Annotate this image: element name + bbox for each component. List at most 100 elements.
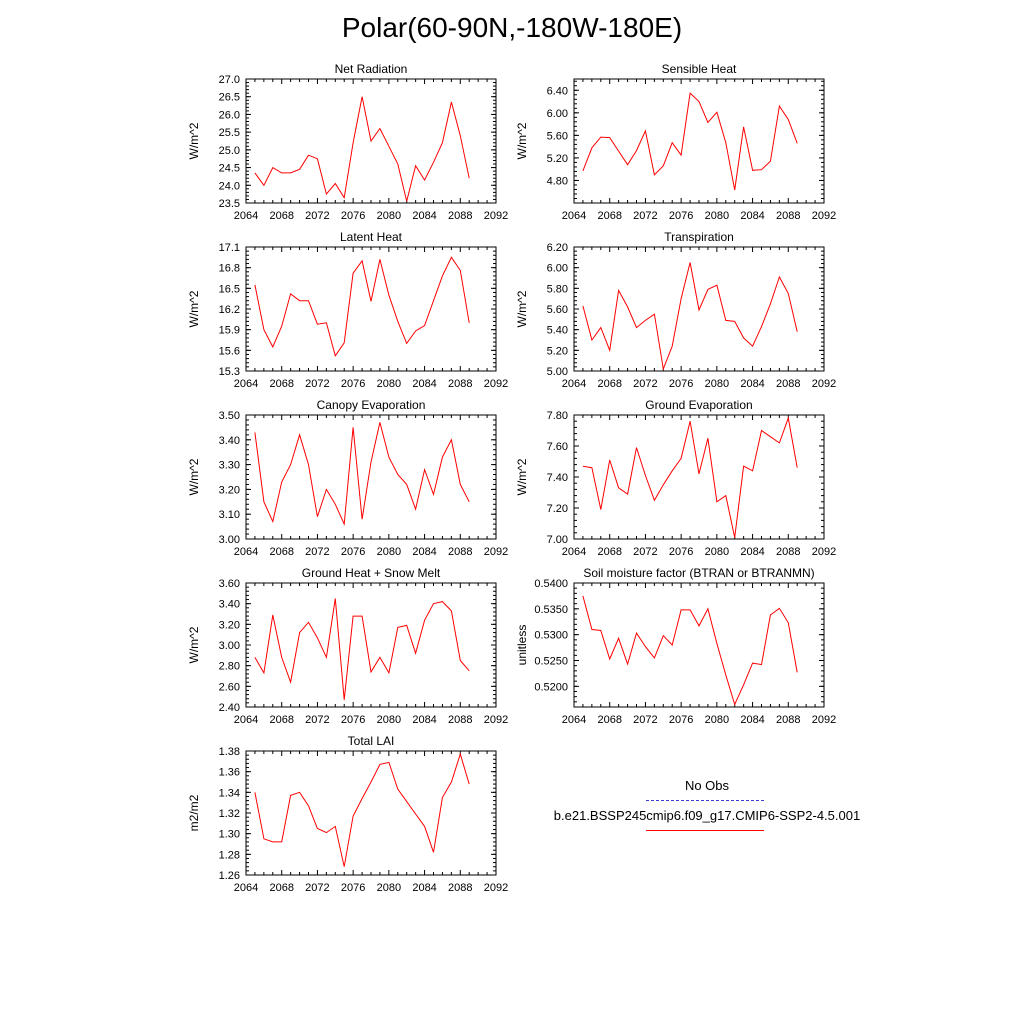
y-tick-label: 16.2 — [219, 304, 240, 316]
y-axis-label: W/m^2 — [515, 290, 529, 327]
y-tick-label: 3.20 — [219, 484, 240, 496]
x-tick-label: 2084 — [740, 714, 764, 726]
y-tick-label: 27.0 — [219, 74, 240, 86]
x-tick-label: 2064 — [234, 210, 258, 222]
y-tick-label: 23.5 — [219, 198, 240, 210]
x-tick-label: 2084 — [740, 378, 764, 390]
x-tick-label: 2084 — [412, 714, 436, 726]
x-tick-label: 2068 — [597, 546, 621, 558]
panel-title: Transpiration — [664, 230, 734, 244]
x-tick-label: 2068 — [269, 882, 293, 894]
panel-2: Sensible Heat W/m^2 2064 2068 2072 2076 2080 20… — [515, 62, 836, 222]
y-tick-label: 7.80 — [547, 410, 568, 422]
y-tick-label: 26.0 — [219, 109, 240, 121]
legend-obs-line — [646, 800, 764, 801]
panel-title: Net Radiation — [335, 62, 408, 76]
y-tick-label: 1.34 — [219, 787, 240, 799]
x-tick-label: 2080 — [377, 546, 401, 558]
y-tick-label: 15.6 — [219, 345, 240, 357]
panel-8: Soil moisture factor (BTRAN or BTRANMN) u… — [515, 566, 836, 726]
legend-case-line — [646, 830, 764, 831]
y-tick-label: 0.5350 — [534, 604, 568, 616]
y-tick-label: 24.0 — [219, 180, 240, 192]
x-tick-label: 2088 — [448, 546, 472, 558]
x-tick-label: 2088 — [776, 378, 800, 390]
x-tick-label: 2080 — [377, 882, 401, 894]
panel-title: Ground Heat + Snow Melt — [302, 566, 441, 580]
legend: No Obs b.e21.BSSP245cmip6.f09_g17.CMIP6-… — [512, 778, 912, 848]
series-line — [582, 595, 798, 706]
y-tick-label: 2.40 — [219, 702, 240, 714]
series-line — [254, 422, 470, 527]
plot-frame — [573, 414, 825, 540]
series-line — [254, 256, 470, 357]
x-tick-label: 2080 — [705, 378, 729, 390]
x-tick-label: 2088 — [776, 546, 800, 558]
y-tick-label: 15.3 — [219, 366, 240, 378]
x-tick-label: 2088 — [776, 714, 800, 726]
y-tick-label: 6.40 — [547, 85, 568, 97]
x-tick-label: 2084 — [412, 378, 436, 390]
y-tick-label: 0.5400 — [534, 578, 568, 590]
y-tick-label: 16.5 — [219, 283, 240, 295]
y-axis-label: m2/m2 — [187, 794, 201, 831]
y-tick-label: 2.60 — [219, 681, 240, 693]
x-tick-label: 2072 — [305, 882, 329, 894]
x-tick-label: 2072 — [305, 546, 329, 558]
x-tick-label: 2064 — [234, 882, 258, 894]
y-tick-label: 3.10 — [219, 509, 240, 521]
y-tick-label: 4.80 — [547, 175, 568, 187]
y-tick-label: 5.40 — [547, 325, 568, 337]
x-tick-label: 2092 — [484, 546, 508, 558]
x-tick-label: 2064 — [562, 546, 586, 558]
x-tick-label: 2092 — [812, 378, 836, 390]
x-tick-label: 2076 — [669, 210, 693, 222]
series-line — [582, 92, 798, 191]
x-tick-label: 2092 — [812, 714, 836, 726]
x-tick-label: 2068 — [269, 546, 293, 558]
series-line — [582, 416, 798, 538]
x-tick-label: 2088 — [448, 882, 472, 894]
x-tick-label: 2092 — [484, 378, 508, 390]
y-tick-label: 3.60 — [219, 578, 240, 590]
figure-title: Polar(60-90N,-180W-180E) — [341, 12, 683, 43]
x-tick-label: 2084 — [740, 210, 764, 222]
series-line — [254, 96, 470, 202]
y-axis-label: W/m^2 — [187, 458, 201, 495]
x-tick-label: 2072 — [633, 546, 657, 558]
y-tick-label: 3.50 — [219, 410, 240, 422]
x-tick-label: 2092 — [484, 714, 508, 726]
panel-title: Latent Heat — [340, 230, 403, 244]
x-tick-label: 2068 — [597, 210, 621, 222]
x-tick-label: 2076 — [341, 714, 365, 726]
x-tick-label: 2084 — [412, 210, 436, 222]
panel-1: Net Radiation W/m^2 2064 2068 2072 2076 2080 20… — [187, 62, 508, 222]
y-tick-label: 6.00 — [547, 108, 568, 120]
y-tick-label: 3.00 — [219, 534, 240, 546]
panel-title: Sensible Heat — [662, 62, 737, 76]
y-tick-label: 0.5200 — [534, 681, 568, 693]
x-tick-label: 2080 — [705, 210, 729, 222]
x-tick-label: 2072 — [305, 210, 329, 222]
y-axis-label: W/m^2 — [187, 290, 201, 327]
legend-case-label: b.e21.BSSP245cmip6.f09_g17.CMIP6-SSP2-4.… — [553, 808, 861, 823]
plot-frame — [245, 750, 497, 876]
x-tick-label: 2064 — [562, 378, 586, 390]
y-tick-label: 2.80 — [219, 661, 240, 673]
x-tick-label: 2080 — [377, 378, 401, 390]
y-tick-label: 1.38 — [219, 746, 240, 758]
x-tick-label: 2084 — [740, 546, 764, 558]
x-tick-label: 2088 — [448, 210, 472, 222]
y-tick-label: 3.40 — [219, 435, 240, 447]
x-tick-label: 2064 — [234, 714, 258, 726]
y-tick-label: 1.32 — [219, 808, 240, 820]
y-tick-label: 1.36 — [219, 767, 240, 779]
y-tick-label: 1.28 — [219, 849, 240, 861]
y-tick-label: 5.60 — [547, 304, 568, 316]
y-axis-label: W/m^2 — [187, 626, 201, 663]
y-tick-label: 3.30 — [219, 460, 240, 472]
x-tick-label: 2072 — [633, 210, 657, 222]
y-tick-label: 5.20 — [547, 153, 568, 165]
